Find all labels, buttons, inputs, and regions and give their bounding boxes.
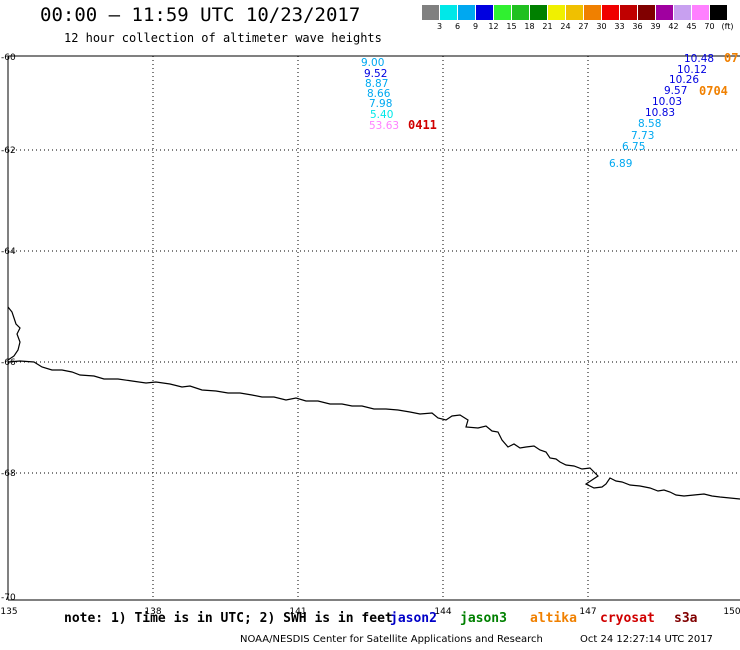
- wave-height-label: 7.98: [369, 98, 392, 110]
- scale-swatch: [692, 5, 709, 20]
- track-b-time-label: 0704: [699, 84, 728, 98]
- scale-swatch: [494, 5, 511, 20]
- scale-label: 12: [488, 22, 499, 31]
- page-subtitle: 12 hour collection of altimeter wave hei…: [64, 31, 382, 45]
- wave-height-label: 7.73: [631, 130, 654, 142]
- lon-tick-label: 141: [289, 607, 306, 617]
- lon-tick-label: 150: [723, 607, 740, 617]
- scale-swatch: [710, 5, 727, 20]
- track-a-wave-heights: 9.00 9.52 8.87 8.66 7.98 5.40 53.63: [361, 57, 399, 132]
- scale-swatch: [530, 5, 547, 20]
- scale-swatch: [422, 5, 439, 20]
- scale-swatch: [602, 5, 619, 20]
- lon-tick-label: 144: [434, 607, 451, 617]
- scale-label: 18: [524, 22, 535, 31]
- scale-swatch: [512, 5, 529, 20]
- scale-label: 3: [436, 22, 443, 31]
- lon-tick-label: 138: [144, 607, 161, 617]
- gridlines: [8, 56, 740, 600]
- lat-tick-label: -68: [1, 469, 16, 479]
- track-b-time-label-edge: 07: [724, 51, 738, 65]
- wave-height-label: 6.75: [622, 141, 645, 153]
- credit-timestamp: Oct 24 12:27:14 UTC 2017: [580, 634, 713, 645]
- scale-swatch: [584, 5, 601, 20]
- lon-tick-label: 147: [579, 607, 596, 617]
- scale-label: 42: [668, 22, 679, 31]
- scale-label: 27: [578, 22, 589, 31]
- scale-label: 30: [596, 22, 607, 31]
- scale-swatch: [638, 5, 655, 20]
- scale-swatch: [476, 5, 493, 20]
- lat-tick-label: -64: [1, 247, 16, 257]
- scale-swatch: [674, 5, 691, 20]
- scale-swatch: [458, 5, 475, 20]
- scale-label: 36: [632, 22, 643, 31]
- track-a-time-label: 0411: [408, 118, 437, 132]
- wave-height-label: 6.89: [609, 158, 632, 170]
- scale-swatch: [440, 5, 457, 20]
- credit-organization: NOAA/NESDIS Center for Satellite Applica…: [240, 634, 543, 645]
- wave-height-label: 5.40: [370, 109, 393, 121]
- scale-swatch: [656, 5, 673, 20]
- scale-label: 21: [542, 22, 553, 31]
- units-note: note: 1) Time is in UTC; 2) SWH is in fe…: [64, 611, 393, 626]
- scale-label: 15: [506, 22, 517, 31]
- wave-height-label: 10.03: [652, 96, 682, 108]
- wave-height-label: 9.52: [364, 68, 387, 80]
- scale-swatch: [566, 5, 583, 20]
- longitude-tick-labels: 135 138 141 144 147 150: [0, 607, 740, 617]
- scale-swatch: [620, 5, 637, 20]
- wave-height-label: 10.12: [677, 64, 707, 76]
- wave-height-label: 10.48: [684, 53, 714, 65]
- wave-height-label: 53.63: [369, 120, 399, 132]
- wave-height-label: 10.83: [645, 107, 675, 119]
- scale-label: 39: [650, 22, 661, 31]
- lat-tick-label: -70: [1, 593, 16, 603]
- track-b-wave-heights: 10.48 10.12 10.26 9.57 10.03 10.83 8.58 …: [609, 53, 714, 170]
- scale-label: 6: [454, 22, 461, 31]
- scale-label: 33: [614, 22, 625, 31]
- lon-tick-label: 135: [0, 607, 17, 617]
- scale-swatch: [548, 5, 565, 20]
- wave-height-label: 8.58: [638, 118, 661, 130]
- legend-jason2: jason2: [390, 611, 437, 626]
- wave-height-label: 9.57: [664, 85, 687, 97]
- lat-tick-label: -60: [1, 53, 16, 63]
- scale-label: 70: [704, 22, 715, 31]
- lat-tick-label: -66: [1, 358, 16, 368]
- antarctic-coastline: [7, 306, 740, 500]
- wave-height-label: 9.00: [361, 57, 384, 69]
- legend-jason3: jason3: [460, 611, 507, 626]
- legend-s3a: s3a: [674, 611, 698, 626]
- scale-label: 24: [560, 22, 571, 31]
- legend-altika: altika: [530, 611, 577, 626]
- scale-label: 9: [472, 22, 479, 31]
- scale-unit-label: (ft): [721, 22, 734, 31]
- legend-cryosat: cryosat: [600, 611, 655, 626]
- lat-tick-label: -62: [1, 146, 16, 156]
- wave-height-label: 8.87: [365, 78, 388, 90]
- wave-height-label: 8.66: [367, 88, 391, 100]
- scale-label: 45: [686, 22, 697, 31]
- latitude-tick-labels: -60 -62 -64 -66 -68 -70: [1, 53, 16, 603]
- page-title: 00:00 – 11:59 UTC 10/23/2017: [40, 4, 361, 26]
- wave-height-label: 10.26: [669, 74, 699, 86]
